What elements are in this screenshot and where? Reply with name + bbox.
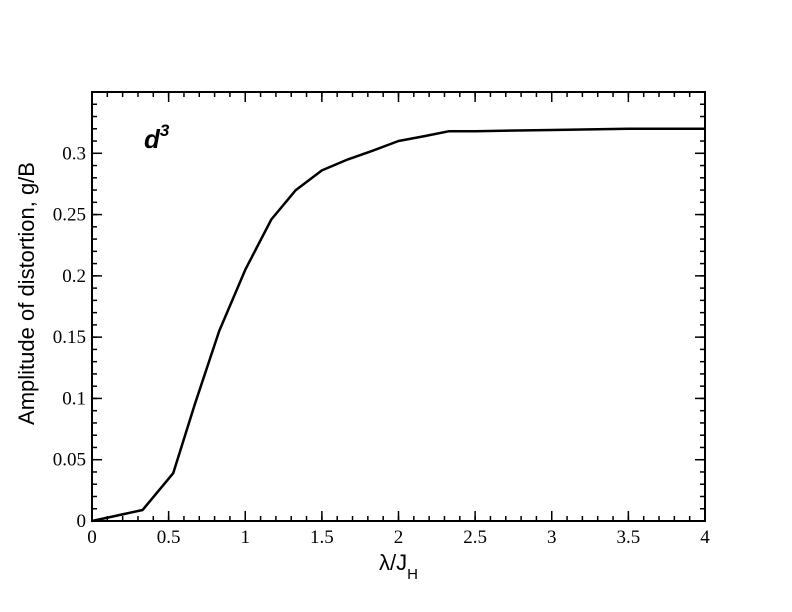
x-tick-label: 4 [700, 527, 710, 548]
plot-frame [91, 91, 706, 522]
y-tick-label: 0.1 [62, 388, 86, 409]
data-point [424, 135, 426, 137]
y-tick-label: 0.15 [53, 327, 86, 348]
x-tick-label: 0 [87, 527, 97, 548]
data-point [474, 130, 476, 132]
data-point [448, 130, 450, 132]
x-tick-label: 3 [547, 527, 557, 548]
x-axis-title-subscript: H [407, 566, 418, 583]
y-tick-label: 0 [77, 511, 87, 532]
x-tick-labels: 0 0.5 1 1.5 2 2.5 3 3.5 4 [87, 527, 710, 548]
data-point [398, 140, 399, 142]
data-point [551, 129, 553, 131]
y-tick-label: 0.2 [62, 266, 86, 287]
x-tick-label: 0.5 [157, 527, 181, 548]
x-tick-label: 2.5 [463, 527, 487, 548]
data-point [194, 404, 196, 406]
data-point [627, 128, 629, 130]
data-point [347, 158, 349, 160]
x-axis-title-main: λ/J [379, 550, 407, 575]
y-axis-title: Amplitude of distortion, g/B [14, 162, 39, 425]
minor-ticks [92, 92, 705, 521]
x-tick-label: 3.5 [617, 527, 641, 548]
y-tick-label: 0.3 [62, 143, 86, 164]
series-line [91, 127, 705, 523]
chart-annotation: d3 [144, 121, 170, 154]
x-tick-label: 1 [241, 527, 251, 548]
y-tick-label: 0.25 [53, 205, 86, 226]
x-tick-label: 2 [394, 527, 404, 548]
data-point [218, 330, 220, 332]
y-tick-label: 0.05 [53, 450, 86, 471]
data-point [172, 472, 174, 474]
data-point [270, 218, 272, 220]
x-axis-title: λ/JH [379, 550, 418, 583]
x-tick-label: 1.5 [310, 527, 334, 548]
data-point [295, 189, 297, 191]
y-tick-labels: 0 0.05 0.1 0.15 0.2 0.25 0.3 [53, 143, 86, 532]
major-ticks [91, 92, 706, 522]
data-point [321, 169, 323, 171]
data-point [142, 509, 144, 511]
annotation-superscript: 3 [160, 121, 170, 140]
annotation-main: d [144, 124, 161, 154]
data-point [244, 269, 246, 271]
data-point [371, 150, 373, 152]
series-layer [91, 127, 706, 523]
